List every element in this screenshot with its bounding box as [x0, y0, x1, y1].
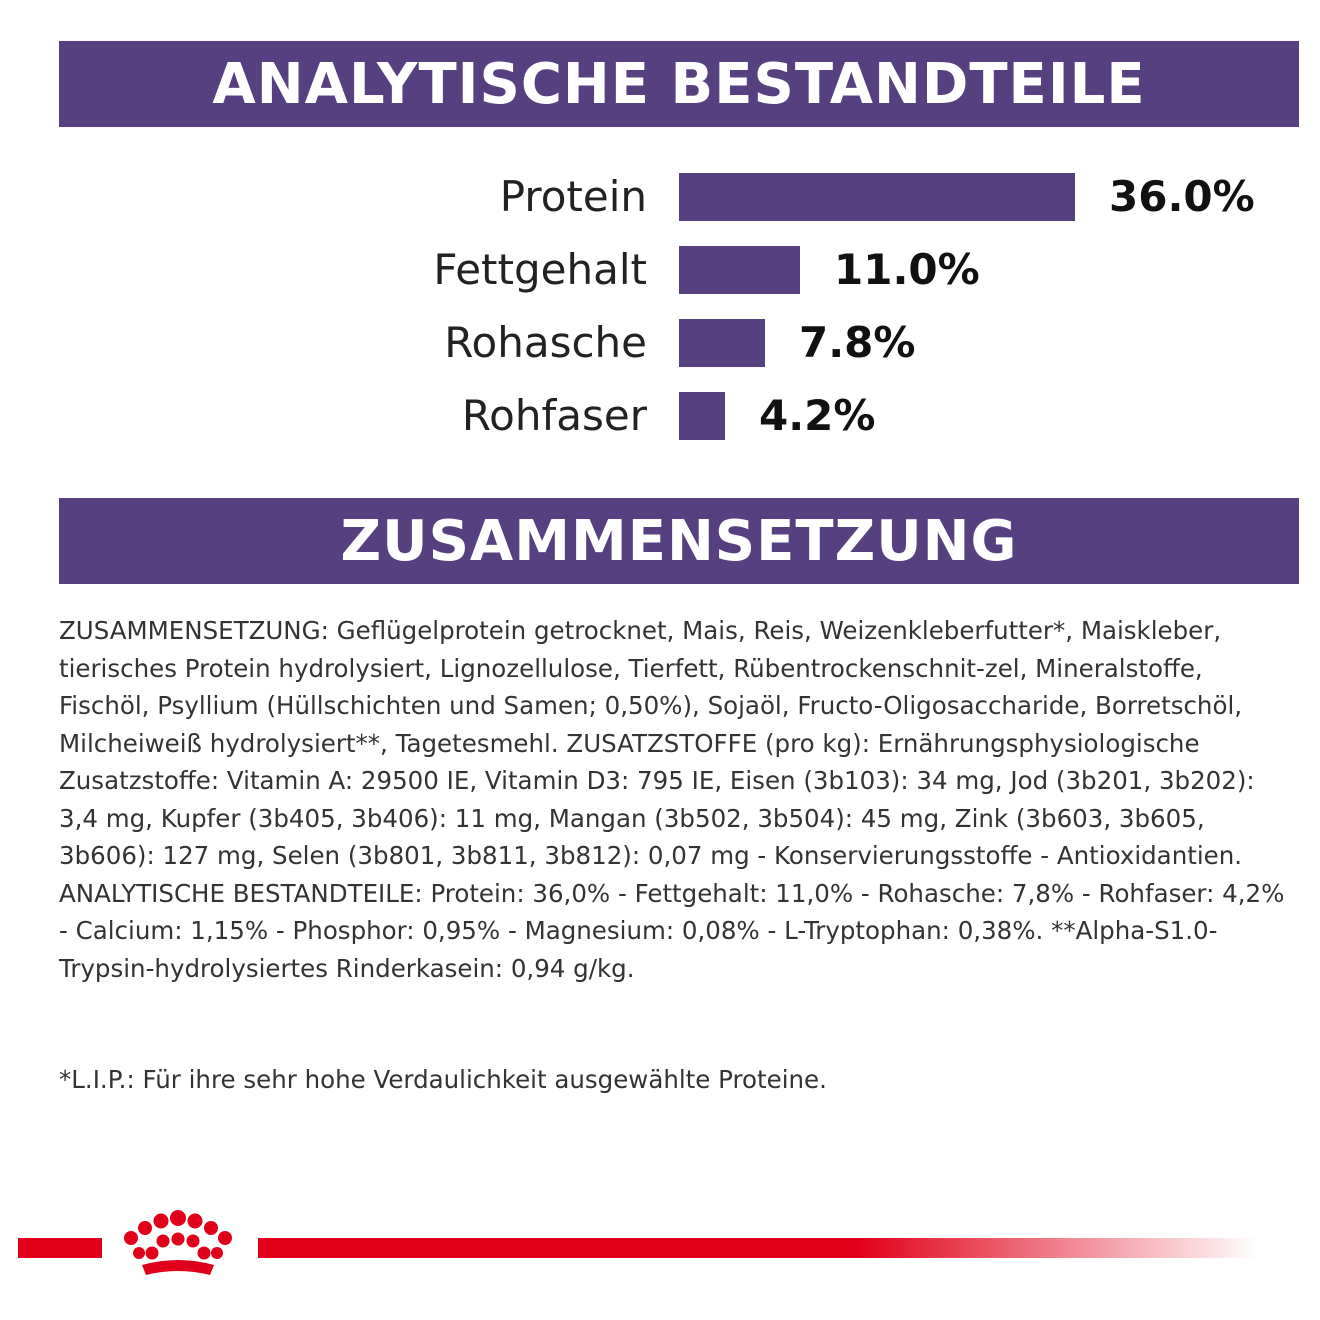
analysis-header-title: ANALYTISCHE BESTANDTEILE: [212, 51, 1146, 117]
footer-stripe-left: [18, 1238, 102, 1258]
chart-row: Protein 36.0%: [0, 173, 1320, 221]
chart-row: Fettgehalt 11.0%: [0, 246, 1320, 294]
analysis-header: ANALYTISCHE BESTANDTEILE: [59, 41, 1299, 127]
chart-category-label: Rohfaser: [461, 391, 647, 440]
chart-value-label: 11.0%: [834, 245, 980, 294]
chart-value-label: 36.0%: [1109, 172, 1255, 221]
chart-bar: [679, 319, 765, 367]
footer-stripe-right: [258, 1238, 1258, 1258]
composition-header: ZUSAMMENSETZUNG: [59, 498, 1299, 584]
chart-value-label: 4.2%: [759, 391, 876, 440]
chart-row: Rohasche 7.8%: [0, 319, 1320, 367]
chart-category-label: Fettgehalt: [433, 245, 647, 294]
lip-footnote: *L.I.P.: Für ihre sehr hohe Verdaulichke…: [59, 1065, 827, 1094]
chart-row: Rohfaser 4.2%: [0, 392, 1320, 440]
chart-bar: [679, 173, 1075, 221]
nutrient-bar-chart: Protein 36.0% Fettgehalt 11.0% Rohasche 7.8% R…: [0, 150, 1320, 460]
chart-bar: [679, 392, 725, 440]
chart-category-label: Protein: [499, 172, 647, 221]
chart-bar: [679, 246, 800, 294]
chart-value-label: 7.8%: [799, 318, 916, 367]
composition-text: ZUSAMMENSETZUNG: Geflügelprotein getrock…: [59, 616, 1285, 983]
royal-canin-crown-icon: [124, 1210, 232, 1275]
chart-category-label: Rohasche: [444, 318, 647, 367]
composition-header-title: ZUSAMMENSETZUNG: [340, 508, 1018, 574]
